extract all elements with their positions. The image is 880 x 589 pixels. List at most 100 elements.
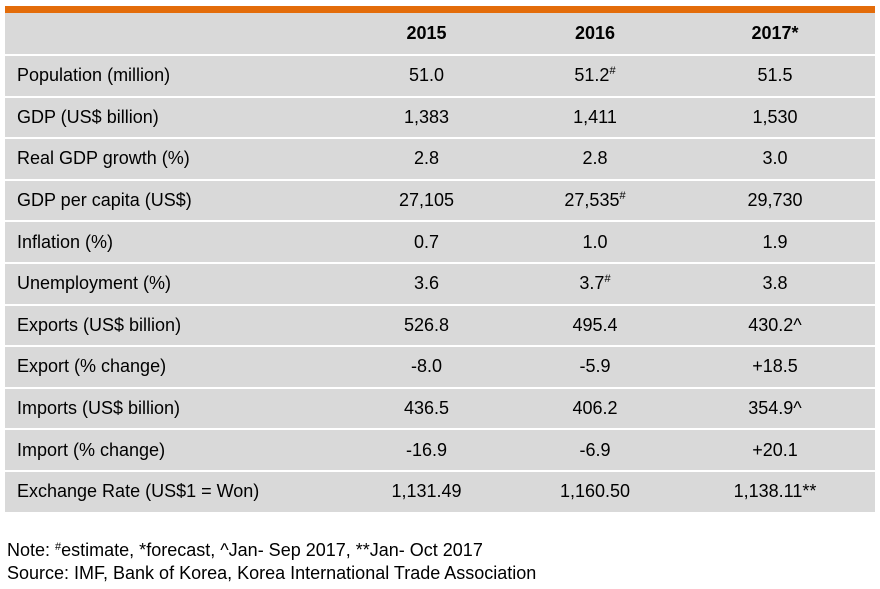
row-value-cell: 3.0 xyxy=(675,139,875,181)
row-value-cell: -16.9 xyxy=(338,430,515,472)
cell-value: 495.4 xyxy=(572,314,618,335)
header-cell-label xyxy=(5,13,338,56)
cell-value: 0.7 xyxy=(413,231,440,252)
row-value-cell: -5.9 xyxy=(515,347,675,389)
table-row: GDP per capita (US$) 27,105 27,535# 29,730 xyxy=(5,180,875,223)
table-row: Population (million) 51.0 51.2# 51.5 xyxy=(5,56,875,98)
row-value-cell: -8.0 xyxy=(338,347,515,389)
cell-value: 1,530 xyxy=(752,106,798,127)
row-value-cell: 29,730 xyxy=(675,180,875,223)
row-label: Exports (US$ billion) xyxy=(5,305,338,348)
row-value-cell: 2.8 xyxy=(338,139,515,181)
table-header-row: 2015 2016 2017* xyxy=(5,13,875,56)
footnote-mark: # xyxy=(619,190,626,203)
cell-value: 2.8 xyxy=(413,148,440,169)
table-row: Inflation (%) 0.7 1.0 1.9 xyxy=(5,222,875,264)
row-label: Imports (US$ billion) xyxy=(5,388,338,431)
cell-value: 1,138.11** xyxy=(733,481,817,502)
cell-value: 27,535 xyxy=(564,190,620,211)
cell-value: 430.2^ xyxy=(748,314,802,335)
row-value-cell: 27,535# xyxy=(515,180,675,223)
table-row: Imports (US$ billion) 436.5 406.2 354.9^ xyxy=(5,388,875,431)
row-label: Real GDP growth (%) xyxy=(5,139,338,181)
row-value-cell: 1,160.50 xyxy=(515,471,675,514)
cell-value: 27,105 xyxy=(398,190,455,211)
cell-value: +20.1 xyxy=(752,439,798,460)
row-value-cell: 1.0 xyxy=(515,222,675,264)
row-value-cell: 2.8 xyxy=(515,139,675,181)
row-value-cell: 495.4 xyxy=(515,305,675,348)
cell-value: 51.0 xyxy=(408,65,445,86)
cell-value: -16.9 xyxy=(405,439,448,460)
row-value-cell: 526.8 xyxy=(338,305,515,348)
row-value-cell: 1,530 xyxy=(675,97,875,140)
cell-value: 526.8 xyxy=(403,314,450,335)
row-value-cell: 3.8 xyxy=(675,263,875,306)
cell-value: 1.9 xyxy=(762,231,788,252)
row-value-cell: 436.5 xyxy=(338,388,515,431)
table-row: Export (% change) -8.0 -5.9 +18.5 xyxy=(5,347,875,389)
cell-value: 354.9^ xyxy=(748,398,802,419)
row-label: GDP (US$ billion) xyxy=(5,97,338,140)
table-row: Exchange Rate (US$1 = Won) 1,131.49 1,160.… xyxy=(5,471,875,514)
row-value-cell: 27,105 xyxy=(338,180,515,223)
source-line: Source: IMF, Bank of Korea, Korea Intern… xyxy=(7,563,537,583)
cell-value: 406.2 xyxy=(572,398,618,419)
cell-value: 3.7 xyxy=(579,273,605,294)
note-text: estimate, *forecast, ^Jan- Sep 2017, **J… xyxy=(61,540,483,560)
cell-value: +18.5 xyxy=(752,356,798,377)
cell-value: 1.0 xyxy=(582,231,608,252)
footnote-mark: # xyxy=(604,273,611,286)
table-notes: Note: #estimate, *forecast, ^Jan- Sep 20… xyxy=(7,539,536,585)
row-value-cell: 1,383 xyxy=(338,97,515,140)
row-value-cell: 354.9^ xyxy=(675,388,875,431)
row-value-cell: 0.7 xyxy=(338,222,515,264)
cell-value: -5.9 xyxy=(579,356,611,377)
cell-value: 29,730 xyxy=(747,190,803,211)
table-row: Unemployment (%) 3.6 3.7# 3.8 xyxy=(5,263,875,306)
header-cell-2016: 2016 xyxy=(515,13,675,56)
row-value-cell: +18.5 xyxy=(675,347,875,389)
footnote-mark: # xyxy=(609,65,616,78)
row-label: GDP per capita (US$) xyxy=(5,180,338,223)
row-value-cell: 51.0 xyxy=(338,56,515,98)
row-value-cell: 51.2# xyxy=(515,56,675,98)
row-label: Import (% change) xyxy=(5,430,338,472)
row-label: Inflation (%) xyxy=(5,222,338,264)
table-body: Population (million) 51.0 51.2# 51.5 GDP (US… xyxy=(5,56,875,514)
cell-value: 51.5 xyxy=(757,65,793,86)
row-label: Unemployment (%) xyxy=(5,263,338,306)
cell-value: 2.8 xyxy=(582,148,608,169)
cell-value: 51.2 xyxy=(574,65,610,86)
row-label: Population (million) xyxy=(5,56,338,98)
cell-value: 3.0 xyxy=(762,148,788,169)
table-row: Real GDP growth (%) 2.8 2.8 3.0 xyxy=(5,139,875,181)
table-row: Import (% change) -16.9 -6.9 +20.1 xyxy=(5,430,875,472)
cell-value: 1,131.49 xyxy=(391,481,462,502)
row-value-cell: -6.9 xyxy=(515,430,675,472)
cell-value: -6.9 xyxy=(579,439,611,460)
note-prefix: Note: xyxy=(7,540,56,560)
row-value-cell: 1,138.11** xyxy=(675,471,875,514)
row-label: Exchange Rate (US$1 = Won) xyxy=(5,471,338,514)
note-mark: # xyxy=(55,541,62,553)
row-value-cell: 1,411 xyxy=(515,97,675,140)
note-line: Note: #estimate, *forecast, ^Jan- Sep 20… xyxy=(7,539,536,562)
row-value-cell: 1.9 xyxy=(675,222,875,264)
cell-value: -8.0 xyxy=(410,356,443,377)
cell-value: 3.8 xyxy=(762,273,788,294)
economic-indicators-table: 2015 2016 2017* Population (million) 51.0… xyxy=(5,13,875,514)
table-row: GDP (US$ billion) 1,383 1,411 1,530 xyxy=(5,97,875,140)
top-accent-bar xyxy=(5,6,875,13)
cell-value: 1,160.50 xyxy=(559,481,631,502)
row-value-cell: 406.2 xyxy=(515,388,675,431)
cell-value: 3.6 xyxy=(413,273,440,294)
row-value-cell: 1,131.49 xyxy=(338,471,515,514)
cell-value: 436.5 xyxy=(403,398,450,419)
cell-value: 1,383 xyxy=(403,106,450,127)
row-value-cell: 3.6 xyxy=(338,263,515,306)
row-value-cell: 3.7# xyxy=(515,263,675,306)
header-cell-2015: 2015 xyxy=(338,13,515,56)
cell-value: 1,411 xyxy=(573,106,617,127)
row-value-cell: +20.1 xyxy=(675,430,875,472)
